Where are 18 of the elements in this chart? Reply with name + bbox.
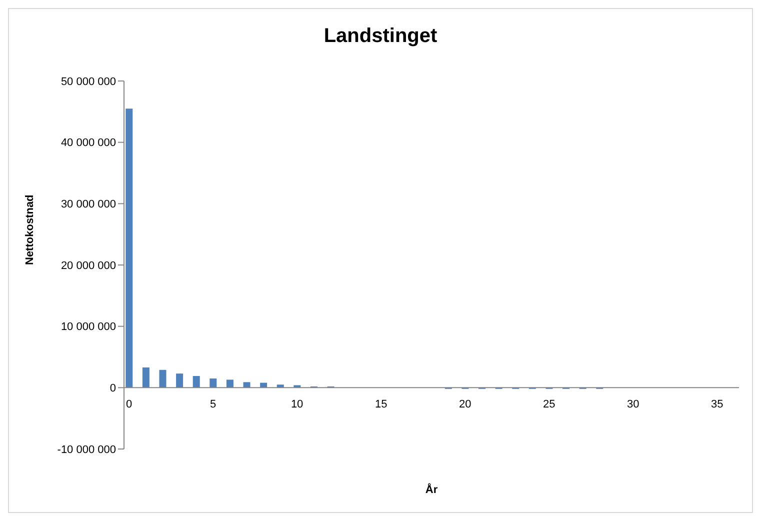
x-tick-label: 0 bbox=[126, 398, 132, 411]
x-tick-label: 35 bbox=[711, 398, 724, 411]
x-tick-label: 5 bbox=[210, 398, 216, 411]
x-tick-label: 15 bbox=[374, 398, 388, 411]
y-tick-label: 40 000 000 bbox=[60, 137, 116, 150]
y-tick-label: 30 000 000 bbox=[60, 198, 116, 211]
y-tick-label: 10 000 000 bbox=[60, 321, 116, 334]
x-tick-label: 20 bbox=[458, 398, 472, 411]
y-axis-title: Nettokostnad bbox=[24, 194, 36, 265]
y-tick-label: 20 000 000 bbox=[60, 260, 116, 272]
y-tick-label: 50 000 000 bbox=[60, 76, 116, 88]
y-tick-label: -10 000 000 bbox=[57, 444, 116, 456]
x-tick-label: 25 bbox=[543, 398, 556, 411]
x-axis-title: År bbox=[425, 483, 438, 496]
chart-title: Landstinget bbox=[322, 24, 438, 49]
y-tick-label: 0 bbox=[110, 382, 116, 395]
x-tick-label: 10 bbox=[290, 398, 304, 411]
x-tick-label: 30 bbox=[627, 398, 640, 411]
